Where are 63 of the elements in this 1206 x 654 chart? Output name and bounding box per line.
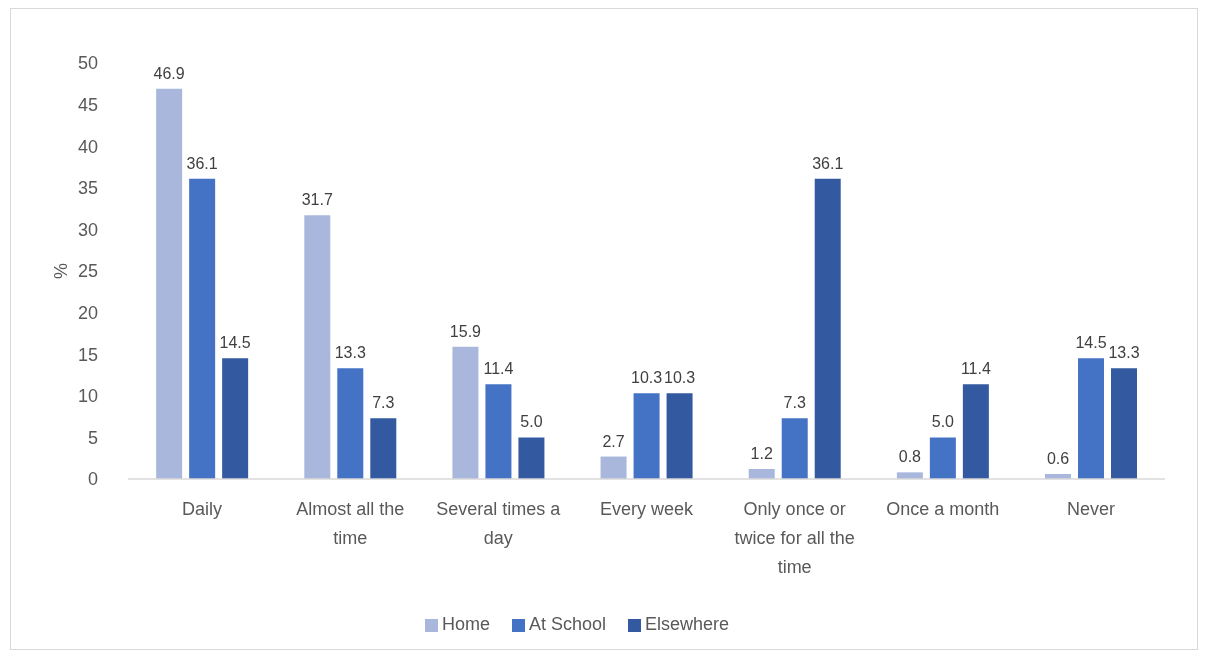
x-tick-label: Daily <box>182 499 223 520</box>
x-tick-label: Only once or twice for all the time <box>734 499 855 577</box>
y-tick-label: 10 <box>77 386 98 407</box>
y-tick-label: 45 <box>77 94 98 115</box>
data-label: 13.3 <box>334 344 366 362</box>
data-label: 7.3 <box>372 394 395 412</box>
bar <box>929 437 956 479</box>
data-label: 11.4 <box>960 360 991 378</box>
data-label: 5.0 <box>931 413 955 431</box>
y-tick-label: 15 <box>77 344 98 365</box>
data-label: 14.5 <box>219 334 251 352</box>
data-label: 5.0 <box>520 413 543 431</box>
bar <box>1078 358 1104 479</box>
bar <box>156 88 183 479</box>
x-tick-label: Almost all the time <box>296 499 405 548</box>
data-label: 10.3 <box>631 369 663 387</box>
bar <box>452 346 479 479</box>
bar <box>304 215 331 479</box>
bar <box>748 469 775 479</box>
y-tick-label: 30 <box>77 219 98 240</box>
y-tick-label: 50 <box>77 53 98 74</box>
bar <box>962 384 989 479</box>
legend-label: Home <box>441 614 490 634</box>
legend-label: Elsewhere <box>645 614 730 634</box>
data-label: 10.3 <box>664 369 696 387</box>
legend-label: At School <box>528 614 606 634</box>
data-label: 36.1 <box>812 154 844 172</box>
bar <box>337 368 364 479</box>
bar <box>896 472 923 479</box>
y-tick-label: 25 <box>77 261 98 282</box>
bar <box>666 393 693 479</box>
x-tick-label: Once a month <box>886 499 1000 520</box>
data-label: 46.9 <box>153 64 185 82</box>
data-label: 36.1 <box>186 154 218 172</box>
bar <box>189 178 216 479</box>
x-tick-label: Several times a day <box>436 499 562 548</box>
y-axis-title: % <box>51 262 71 280</box>
bar <box>485 384 512 479</box>
bar <box>633 393 660 479</box>
y-tick-label: 0 <box>87 469 98 490</box>
bar <box>222 358 249 479</box>
data-label: 0.6 <box>1046 450 1070 468</box>
data-label: 2.7 <box>602 432 625 450</box>
data-label: 14.5 <box>1075 334 1107 352</box>
data-label: 7.3 <box>783 394 806 412</box>
data-label: 31.7 <box>301 191 333 209</box>
x-tick-label: Never <box>1066 499 1115 520</box>
data-label: 15.9 <box>449 322 482 340</box>
data-label: 1.2 <box>750 445 773 463</box>
y-tick-label: 35 <box>77 178 98 199</box>
bar <box>600 456 627 479</box>
bar <box>370 418 397 479</box>
x-tick-label: Every week <box>599 499 695 520</box>
y-tick-label: 5 <box>87 427 98 448</box>
data-label: 11.4 <box>483 360 514 378</box>
data-label: 13.3 <box>1108 344 1140 362</box>
bar <box>781 418 808 479</box>
y-tick-label: 40 <box>77 136 98 157</box>
data-label: 0.8 <box>898 448 922 466</box>
y-tick-label: 20 <box>77 302 98 323</box>
bar <box>1111 368 1137 479</box>
bar <box>814 178 841 479</box>
bar <box>518 437 545 479</box>
